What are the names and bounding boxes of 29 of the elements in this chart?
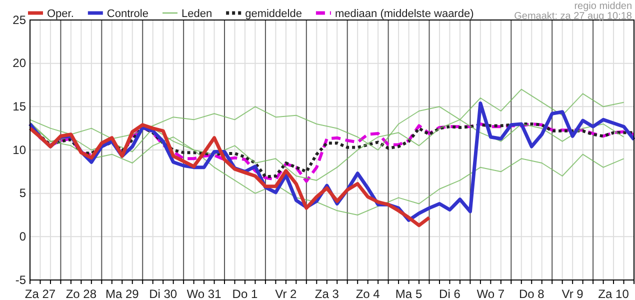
y-tick-label: 25 (12, 12, 26, 27)
y-tick-label: 15 (12, 100, 26, 114)
x-tick-label: Do 1 (232, 286, 258, 300)
x-tick-label: Di 6 (439, 286, 461, 300)
x-tick-label: Wo 31 (186, 286, 222, 300)
x-tick-label: Do 8 (518, 286, 545, 300)
x-tick-label: Ma 29 (105, 286, 140, 300)
y-tick-label: 20 (12, 56, 26, 70)
x-tick-label: Za 10 (598, 286, 630, 300)
legend-label: gemiddelde (245, 8, 302, 20)
x-tick-label: Ma 5 (395, 286, 422, 300)
legend-label: Leden (181, 8, 212, 20)
y-tick-label: 10 (12, 142, 26, 157)
legend-label: Controle (106, 8, 148, 20)
text: regio midden (574, 1, 632, 12)
y-tick-label: 5 (19, 186, 26, 200)
x-tick-label: Za 3 (314, 286, 340, 300)
legend-label: mediaan (middelste waarde) (334, 8, 474, 20)
x-tick-label: Vr 9 (562, 286, 584, 300)
y-tick-label: -5 (15, 272, 26, 287)
legend-label: Oper. (47, 8, 74, 20)
x-tick-label: Vr 2 (275, 286, 298, 300)
x-tick-label: Za 27 (24, 286, 56, 300)
y-tick-label: 0 (19, 230, 26, 244)
x-tick-label: Di 30 (149, 286, 178, 300)
x-tick-label: Zo 4 (356, 286, 380, 300)
x-tick-label: Wo 7 (476, 286, 505, 300)
annotation: Gemaakt: za 27 aug 10:18 (514, 11, 632, 22)
x-tick-label: Zo 28 (66, 286, 97, 300)
